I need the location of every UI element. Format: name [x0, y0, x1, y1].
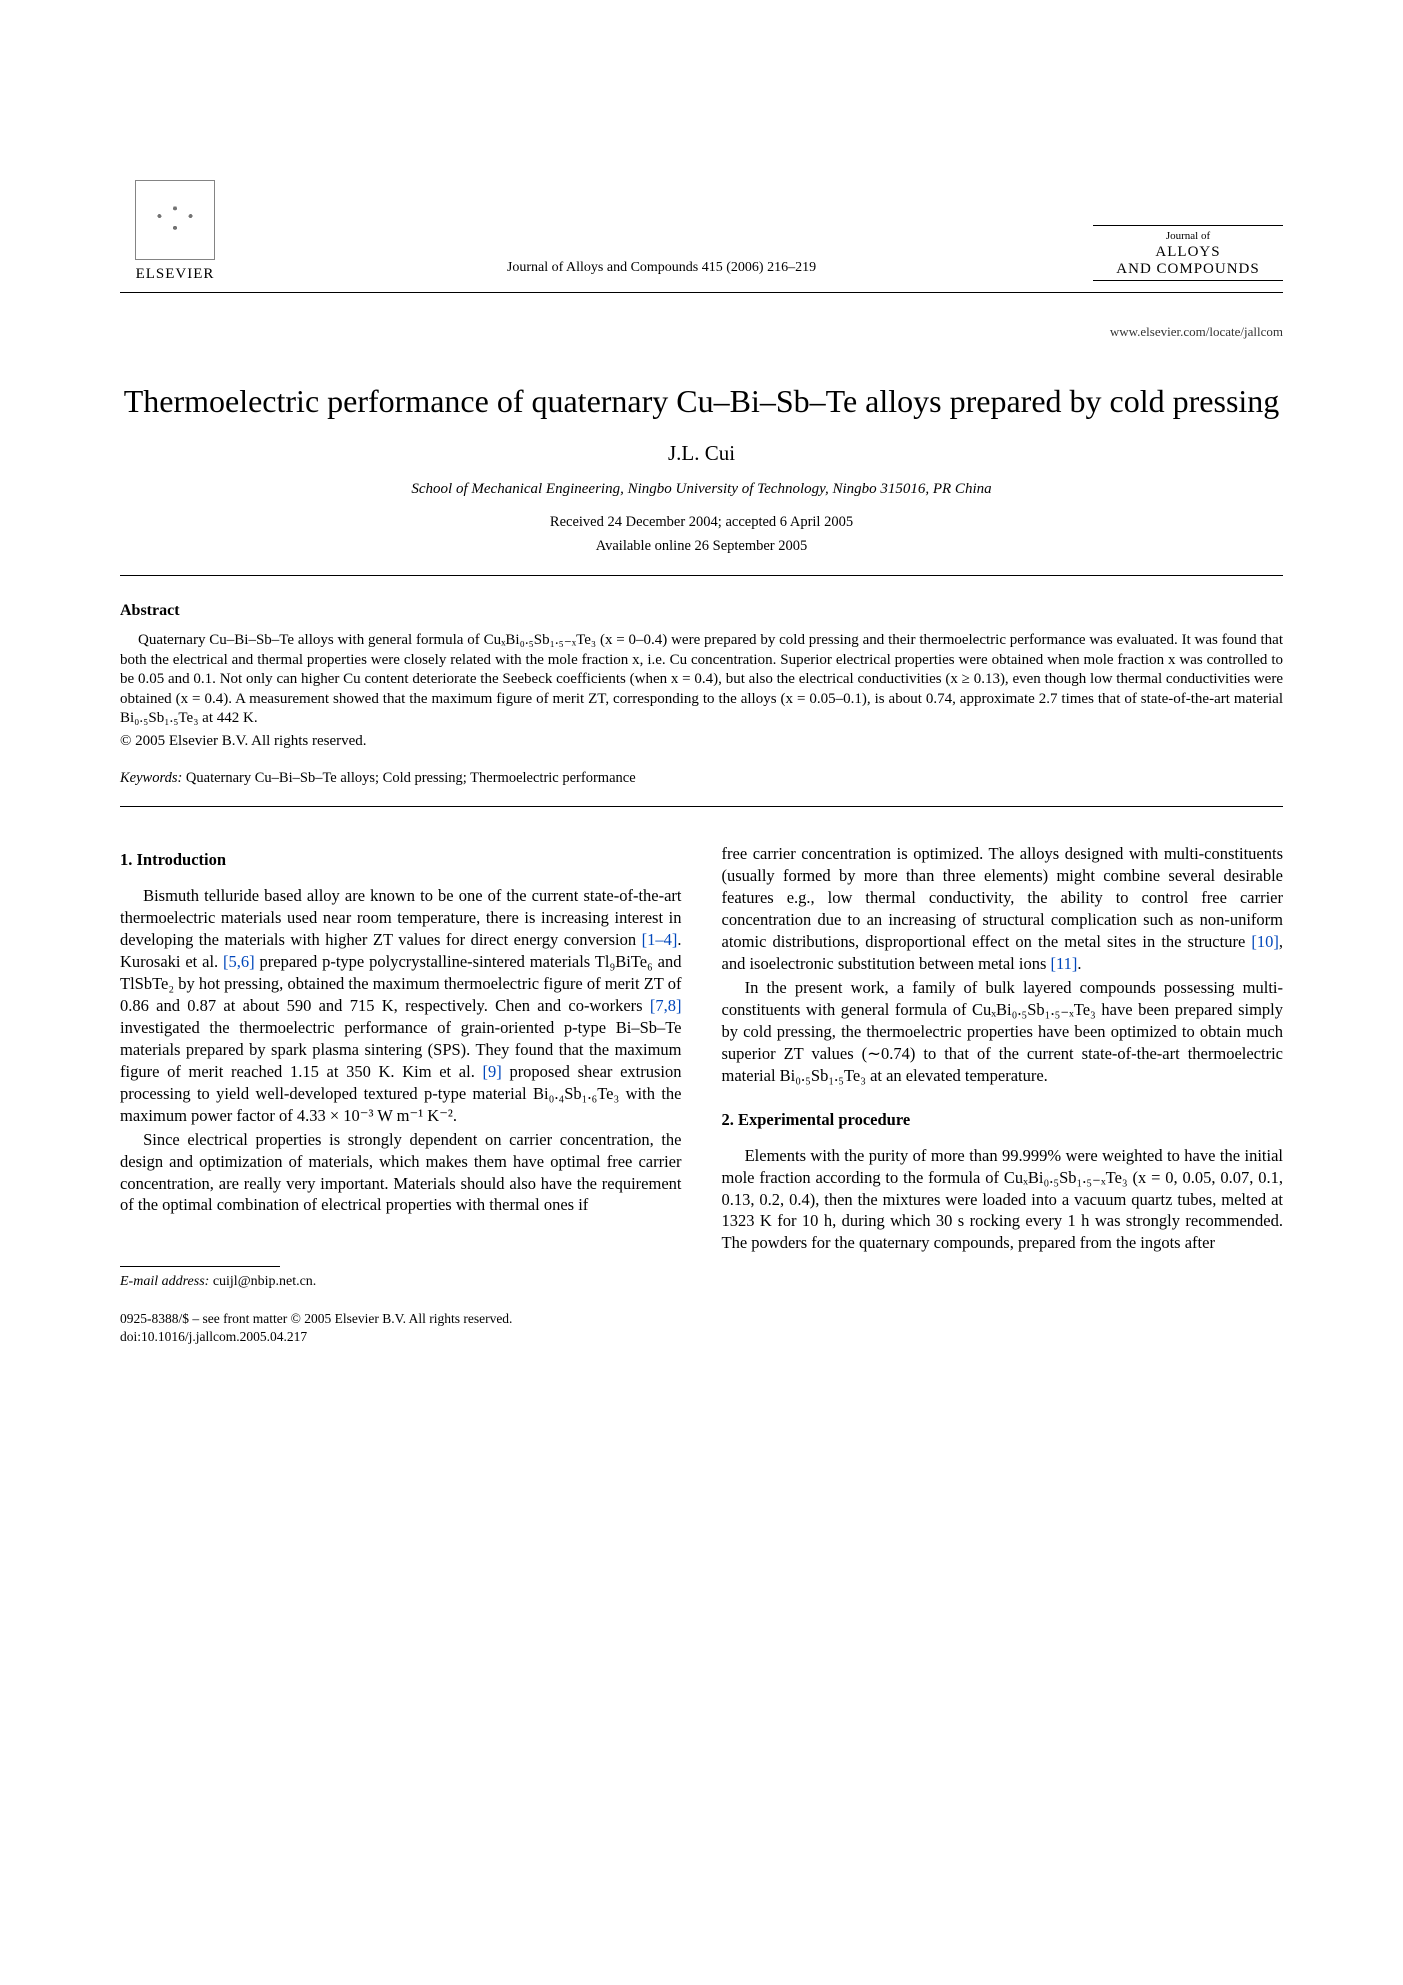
citation-link[interactable]: [11] [1051, 954, 1078, 973]
doi-block: 0925-8388/$ – see front matter © 2005 El… [120, 1310, 682, 1345]
article-author: J.L. Cui [120, 439, 1283, 467]
publisher-logo-block: ELSEVIER [120, 180, 230, 284]
abstract-rule [120, 806, 1283, 807]
col2-paragraph-2: In the present work, a family of bulk la… [722, 977, 1284, 1087]
journal-of-label: Journal of [1093, 229, 1283, 244]
footnote-rule [120, 1266, 280, 1267]
abstract-copyright: © 2005 Elsevier B.V. All rights reserved… [120, 731, 1283, 751]
citation-link[interactable]: [9] [483, 1062, 502, 1081]
intro-paragraph-2: Since electrical properties is strongly … [120, 1129, 682, 1217]
email-address: cuijl@nbip.net.cn. [213, 1274, 316, 1289]
keywords-text: Quaternary Cu–Bi–Sb–Te alloys; Cold pres… [186, 770, 636, 786]
journal-name-line2: AND COMPOUNDS [1093, 261, 1283, 278]
abstract-heading: Abstract [120, 600, 1283, 622]
journal-reference: Journal of Alloys and Compounds 415 (200… [230, 259, 1093, 284]
article-dates-received: Received 24 December 2004; accepted 6 Ap… [120, 513, 1283, 533]
keywords-line: Keywords: Quaternary Cu–Bi–Sb–Te alloys;… [120, 769, 1283, 789]
citation-link[interactable]: [5,6] [223, 952, 255, 971]
article-title: Thermoelectric performance of quaternary… [120, 381, 1283, 421]
elsevier-tree-icon [135, 180, 215, 260]
section-heading-experimental: 2. Experimental procedure [722, 1109, 1284, 1131]
header-rule [120, 292, 1283, 293]
experimental-paragraph-1: Elements with the purity of more than 99… [722, 1145, 1284, 1255]
email-label: E-mail address: [120, 1274, 209, 1289]
doi-line: doi:10.1016/j.jallcom.2005.04.217 [120, 1328, 682, 1346]
col2-p1-part-a: free carrier concentration is optimized.… [722, 844, 1284, 951]
right-column: free carrier concentration is optimized.… [722, 843, 1284, 1345]
section-heading-intro: 1. Introduction [120, 849, 682, 871]
publisher-name: ELSEVIER [136, 264, 215, 284]
corresponding-email-line: E-mail address: cuijl@nbip.net.cn. [120, 1273, 682, 1292]
journal-logo-block: Journal of ALLOYS AND COMPOUNDS [1093, 222, 1283, 284]
citation-link[interactable]: [1–4] [642, 930, 678, 949]
abstract-block: Quaternary Cu–Bi–Sb–Te alloys with gener… [120, 631, 1283, 729]
col2-paragraph-1: free carrier concentration is optimized.… [722, 843, 1284, 975]
article-affiliation: School of Mechanical Engineering, Ningbo… [120, 479, 1283, 499]
keywords-label: Keywords: [120, 770, 182, 786]
abstract-text: Quaternary Cu–Bi–Sb–Te alloys with gener… [120, 631, 1283, 729]
citation-link[interactable]: [10] [1251, 932, 1279, 951]
intro-paragraph-1: Bismuth telluride based alloy are known … [120, 885, 682, 1126]
body-columns: 1. Introduction Bismuth telluride based … [120, 843, 1283, 1345]
journal-locator-url: www.elsevier.com/locate/jallcom [120, 323, 1283, 341]
intro-p1-part-a: Bismuth telluride based alloy are known … [120, 886, 682, 949]
header-row: ELSEVIER Journal of Alloys and Compounds… [120, 180, 1283, 284]
journal-name-line1: ALLOYS [1093, 244, 1283, 261]
article-dates-online: Available online 26 September 2005 [120, 537, 1283, 557]
front-matter-line: 0925-8388/$ – see front matter © 2005 El… [120, 1310, 682, 1328]
left-column: 1. Introduction Bismuth telluride based … [120, 843, 682, 1345]
col2-p1-part-c: . [1077, 954, 1081, 973]
title-rule [120, 575, 1283, 576]
citation-link[interactable]: [7,8] [650, 996, 682, 1015]
